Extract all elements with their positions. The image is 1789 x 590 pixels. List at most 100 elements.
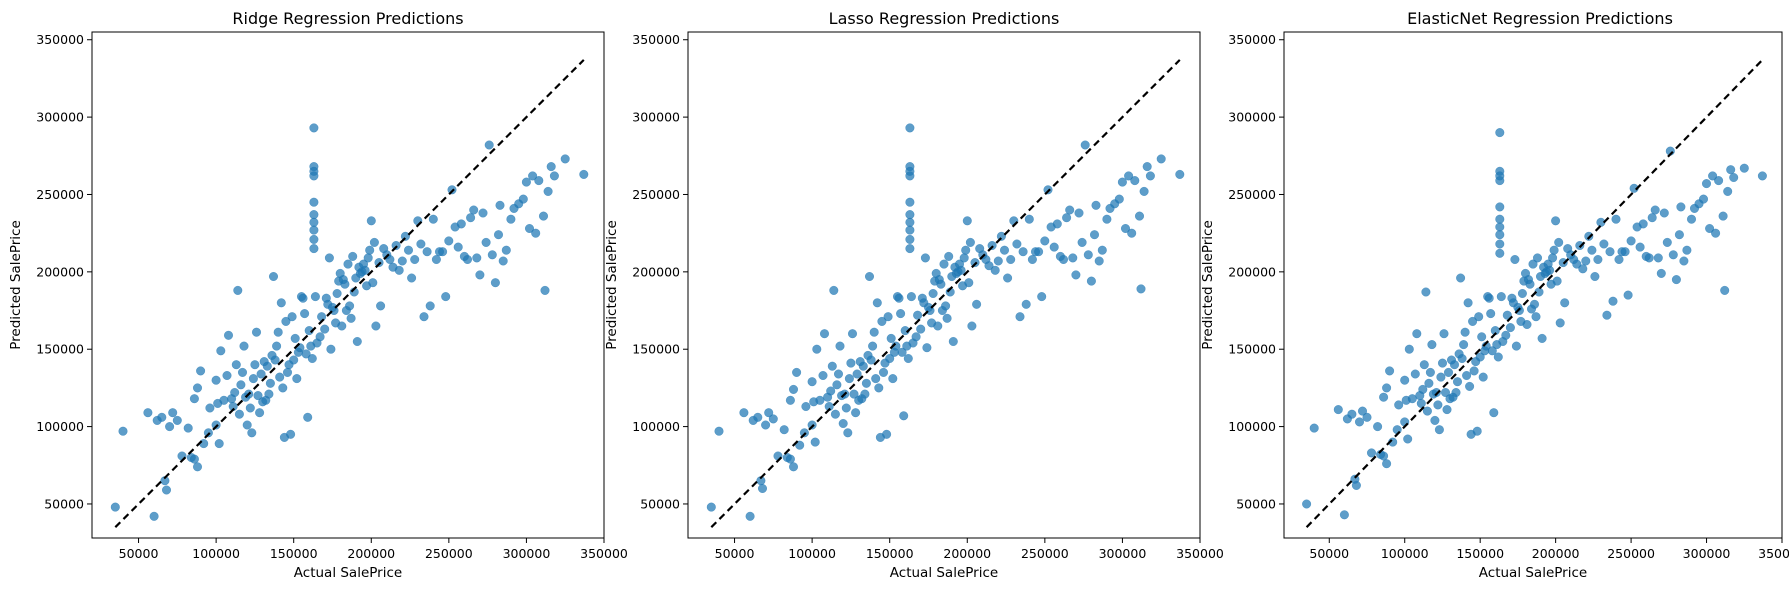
data-point <box>394 265 404 275</box>
data-point <box>278 383 288 393</box>
data-point <box>237 367 248 377</box>
data-point <box>1065 205 1075 215</box>
data-point <box>1094 256 1104 266</box>
data-point <box>540 285 550 295</box>
data-point <box>214 439 224 449</box>
data-point <box>1071 270 1081 280</box>
data-point <box>498 256 508 266</box>
data-point <box>1531 312 1541 322</box>
data-point <box>1442 405 1452 415</box>
data-point <box>1505 323 1515 333</box>
data-point <box>1581 256 1591 266</box>
data-point <box>1477 332 1487 342</box>
data-point <box>1474 312 1484 322</box>
data-point <box>346 313 356 323</box>
data-point <box>714 426 724 436</box>
data-point <box>1502 310 1512 320</box>
y-tick-label: 350000 <box>1228 32 1276 47</box>
data-point <box>964 278 974 288</box>
data-point <box>1433 400 1443 410</box>
data-point <box>1347 409 1357 419</box>
x-tick-label: 100000 <box>192 546 240 561</box>
data-point <box>487 250 497 260</box>
data-point <box>189 394 199 404</box>
data-point <box>1134 211 1145 221</box>
data-point <box>216 346 226 356</box>
data-point <box>290 333 300 343</box>
data-point <box>1465 381 1475 391</box>
y-tick-label: 100000 <box>36 419 84 434</box>
data-point <box>239 341 249 351</box>
data-point <box>1614 254 1624 265</box>
data-point <box>223 330 234 340</box>
data-point <box>928 288 938 299</box>
data-point <box>234 409 244 419</box>
data-point <box>282 367 293 377</box>
reference-line <box>710 59 1181 528</box>
data-point <box>1427 340 1437 350</box>
data-point <box>1489 408 1499 418</box>
data-point <box>1052 219 1062 229</box>
data-point <box>272 341 282 351</box>
ridge-chart: Ridge Regression Predictions 50000 100000… <box>8 9 628 581</box>
x-tick-label: 150000 <box>866 546 914 561</box>
data-point <box>298 293 308 303</box>
data-point <box>289 355 299 365</box>
data-point <box>1421 287 1431 297</box>
data-point <box>962 216 972 226</box>
data-point <box>472 253 482 263</box>
data-point <box>368 278 378 288</box>
data-point <box>1089 230 1100 240</box>
data-point <box>149 511 159 521</box>
data-point <box>882 429 892 439</box>
data-point <box>490 278 500 288</box>
data-point <box>1548 253 1558 263</box>
plot-area <box>706 59 1185 528</box>
data-point <box>1714 176 1724 186</box>
data-point <box>1701 179 1712 189</box>
data-point <box>1114 194 1124 204</box>
y-tick-label: 150000 <box>36 342 84 357</box>
data-point <box>939 259 949 269</box>
data-point <box>905 244 915 254</box>
data-point <box>913 310 923 320</box>
x-tick-label: 50000 <box>1309 546 1349 561</box>
data-point <box>309 210 319 220</box>
data-point <box>897 347 907 357</box>
data-point <box>1532 253 1543 263</box>
data-point <box>1602 310 1612 320</box>
data-point <box>872 298 882 308</box>
x-axis-ticks: 50000 100000 150000 200000 250000 300000 35000… <box>715 538 1224 561</box>
data-point <box>157 412 167 422</box>
data-point <box>1638 219 1648 229</box>
x-tick-label: 250000 <box>1021 546 1069 561</box>
data-point <box>1034 247 1044 257</box>
data-point <box>422 247 432 257</box>
data-point <box>1495 128 1505 138</box>
data-point <box>1711 228 1721 238</box>
data-point <box>942 313 952 323</box>
data-point <box>1459 340 1469 350</box>
x-tick-label: 350000 <box>580 546 628 561</box>
data-point <box>360 265 370 275</box>
data-point <box>251 327 262 337</box>
data-point <box>990 265 1000 275</box>
y-tick-label: 100000 <box>632 419 680 434</box>
data-point <box>1091 200 1101 210</box>
data-point <box>233 285 243 295</box>
data-point <box>1529 299 1540 309</box>
data-point <box>287 312 297 322</box>
y-axis-ticks: 50000 100000 150000 200000 250000 300000 35000… <box>632 32 688 511</box>
data-point <box>829 285 839 295</box>
data-point <box>481 237 491 247</box>
data-point <box>1460 327 1470 337</box>
data-point <box>1418 384 1428 394</box>
data-point <box>1083 250 1093 260</box>
data-point <box>326 344 336 354</box>
reference-line <box>1305 59 1764 528</box>
data-point <box>534 176 544 186</box>
y-axis-ticks: 50000 100000 150000 200000 250000 300000 35000… <box>1228 32 1284 511</box>
data-point <box>1487 346 1497 356</box>
data-point <box>1424 378 1434 388</box>
chart-title: Lasso Regression Predictions <box>829 9 1060 28</box>
